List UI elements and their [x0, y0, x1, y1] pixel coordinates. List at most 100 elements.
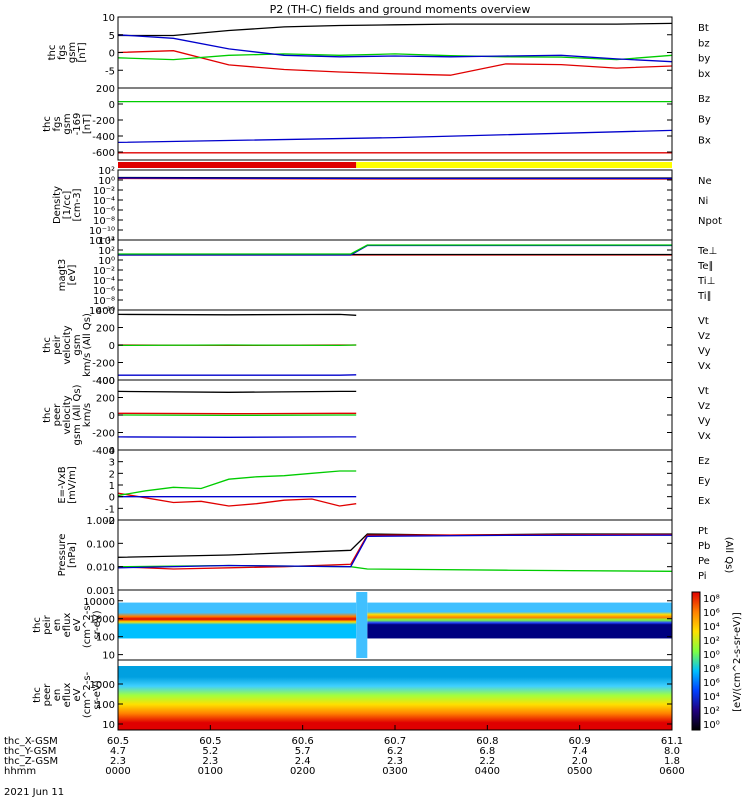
ylabel-line: [nPa]: [67, 542, 78, 568]
ylabel-line: thc: [47, 45, 58, 61]
colorbar-bar: [691, 591, 701, 731]
ylabel-line: Pressure: [57, 534, 68, 577]
spectrogram-before: [118, 602, 357, 639]
xaxis-value: 2.0: [572, 756, 588, 767]
ytick-label: 10: [102, 651, 115, 662]
panel-9: 10000 1000 100 10 thc peir en eflux eV (cm^2-s-sr…: [32, 589, 673, 662]
ytick-label: 100: [96, 700, 115, 711]
ylabel-line: peer: [42, 683, 53, 707]
colorbar-tick: 10²: [703, 636, 720, 647]
xaxis-value: 61.1: [661, 736, 683, 747]
ytick-label: 2: [109, 469, 115, 480]
xaxis-value: 60.9: [569, 736, 591, 747]
legend-Bz: Bz: [698, 94, 710, 105]
ylabel-line: thc: [32, 617, 43, 633]
x-axis: thc_X-GSM 60.5 60.5 60.6 60.7 60.8 60.9 61.1 thc…: [4, 725, 685, 798]
xaxis-row-label: thc_X-GSM: [4, 736, 58, 747]
ytick-label: 10⁰: [98, 256, 115, 267]
ytick-label: 400: [96, 306, 115, 317]
ytick-label: -400: [92, 132, 115, 143]
spectrogram-gap-strip: [356, 592, 368, 658]
panel-6: Vt Vz Vy Vx 400 200 0 -200 -400 thc peer velocity gs…: [42, 376, 711, 457]
ytick-label: 0.010: [86, 563, 115, 574]
ytick-label: 3: [109, 458, 115, 469]
ytick-label: 0.001: [86, 586, 115, 597]
xaxis-value: 5.2: [202, 746, 218, 757]
series-Pb: [117, 533, 673, 570]
panel-frame: [117, 239, 673, 311]
legend-bx: bx: [698, 69, 710, 80]
legend-Vz: Vz: [698, 331, 710, 342]
series-Ey: [117, 470, 357, 497]
ylabel-line: gsm: [72, 334, 83, 355]
legend-Ne: Ne: [698, 176, 712, 187]
ytick-label: 10⁻⁴: [93, 276, 115, 287]
series-Bx: [117, 129, 673, 144]
colorbar: 10⁸ 10⁶ 10⁴ 10² 10⁰ 10⁸ 10⁶ 10⁴ 10² 10⁰ [eV/(cm^2-…: [691, 591, 743, 731]
spectrogram: [118, 666, 672, 730]
ylabel-line: [nT]: [82, 114, 93, 134]
ytick-label: -1: [105, 504, 115, 515]
xaxis-value: 0200: [290, 766, 315, 777]
ytick-label: 200: [96, 84, 115, 95]
series-Vt: [117, 390, 357, 393]
legend-bz: bz: [698, 38, 710, 49]
xaxis-row-label: hhmm: [4, 766, 36, 777]
ylabel-line: velocity: [62, 395, 73, 434]
panel-3: Ne Ni Npot 10²10⁰10⁻²10⁻⁴10⁻⁶10⁻⁸10⁻¹⁰10⁻¹²…: [52, 166, 722, 247]
ytick-label: 10⁻²: [93, 266, 115, 277]
ytick-label: 1000: [90, 680, 115, 691]
ytick-label: 100: [96, 633, 115, 644]
xaxis-value: 2.3: [202, 756, 218, 767]
xaxis-value: 5.7: [295, 746, 311, 757]
ytick-label: 10: [102, 13, 115, 24]
ytick-label: 200: [96, 394, 115, 405]
ytick-label: -200: [92, 359, 115, 370]
ylabel-line: Density: [52, 186, 63, 224]
ytick-label: 5: [109, 31, 115, 42]
flag-bar-red: [118, 162, 357, 168]
ytick-label: 4: [109, 446, 115, 457]
ylabel-line: km/s (All Qs): [82, 313, 93, 377]
xaxis-value: 6.2: [387, 746, 403, 757]
ytick-label: -200: [92, 116, 115, 127]
ytick-label: 10⁻⁸: [93, 296, 115, 307]
series-bx: [117, 34, 673, 63]
ytick-label: 0: [109, 100, 115, 111]
plot-title: P2 (TH-C) fields and ground moments over…: [270, 3, 531, 16]
xaxis-value: 0000: [105, 766, 130, 777]
flag-bar-yellow: [356, 162, 672, 168]
ytick-label: 10⁻⁴: [93, 196, 115, 207]
colorbar-tick: 10⁶: [703, 678, 720, 689]
colorbar-label: [eV/(cm^2-s-sr-eV)]: [732, 612, 743, 712]
xaxis-value: 2.3: [387, 756, 403, 767]
ytick-label: 1000: [90, 615, 115, 626]
panel-frame: [117, 87, 673, 161]
xaxis-value: 0400: [475, 766, 500, 777]
colorbar-tick: 10⁴: [703, 622, 720, 633]
panel-frame: [117, 16, 673, 89]
ylabel-line: peir: [42, 614, 53, 634]
colorbar-tick: 10²: [703, 706, 720, 717]
ytick-label: 10²: [98, 246, 115, 257]
panel-4: Te⊥Te∥Ti⊥Ti∥10⁴10²10⁰10⁻²10⁻⁴10⁻⁶10⁻⁸10⁻…: [57, 236, 717, 317]
ylabel-line: en: [52, 619, 63, 632]
legend-Te∥: Te∥: [697, 261, 714, 272]
series-Ti∥: [118, 244, 672, 255]
ylabel-line: peir: [52, 334, 63, 354]
ylabel-line: velocity: [62, 325, 73, 364]
legend-Bt: Bt: [698, 23, 709, 34]
series-Vt: [117, 313, 357, 316]
ylabel-line: [eV]: [67, 265, 78, 286]
ytick-label: -400: [92, 376, 115, 387]
ytick-label: 0: [109, 411, 115, 422]
panel-5: Vt Vz Vy Vx 400 200 0 -200 -400 thc peir velocity gs…: [42, 306, 711, 387]
series-Npot: [117, 177, 672, 180]
ytick-label: 0: [109, 341, 115, 352]
colorbar-tick: 10⁶: [703, 608, 720, 619]
ylabel-line: eV: [72, 618, 83, 631]
legend-Vx: Vx: [698, 431, 711, 442]
